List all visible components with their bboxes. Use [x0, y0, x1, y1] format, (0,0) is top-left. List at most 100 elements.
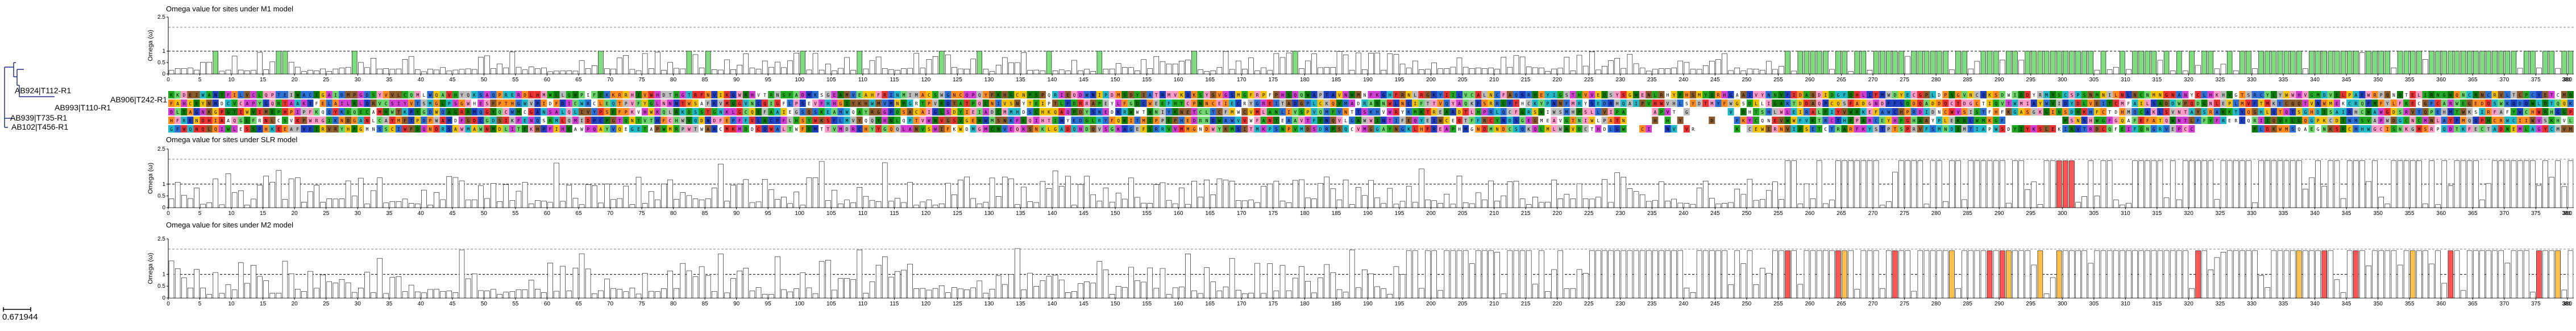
omega-bar: [529, 280, 534, 298]
alignment-cell: [1627, 125, 1633, 133]
omega-bar: [2126, 69, 2131, 74]
omega-bar: [2189, 51, 2195, 74]
omega-bar: [428, 205, 433, 208]
alignment-residue: G: [650, 101, 653, 106]
omega-bar: [2448, 186, 2453, 208]
alignment-residue: E: [2222, 101, 2225, 106]
alignment-residue: A: [176, 101, 179, 106]
alignment-residue: I: [1161, 110, 1164, 115]
alignment-residue: D: [1710, 118, 1713, 123]
alignment-residue: R: [1098, 118, 1101, 123]
alignment-residue: Y: [259, 101, 261, 106]
alignment-residue: Q: [2563, 101, 2566, 106]
alignment-residue: G: [966, 118, 969, 123]
omega-bar: [1293, 51, 1298, 74]
omega-bar: [1905, 161, 1910, 208]
omega-bar: [1217, 67, 1222, 74]
alignment-residue: W: [1887, 93, 1890, 98]
alignment-residue: K: [2329, 127, 2332, 132]
alignment-residue: C: [2184, 127, 2187, 132]
omega-bar: [232, 56, 237, 74]
alignment-residue: Y: [1748, 118, 1751, 123]
alignment-residue: I: [2058, 101, 2060, 106]
alignment-residue: A: [486, 93, 489, 98]
alignment-residue: K: [404, 110, 406, 115]
omega-bar: [1065, 71, 1070, 74]
alignment-residue: N: [2430, 118, 2433, 123]
alignment-residue: N: [1098, 110, 1101, 115]
y-tick-label: 0: [162, 71, 165, 77]
alignment-residue: R: [334, 127, 337, 132]
alignment-residue: M: [1117, 93, 1120, 98]
alignment-residue: D: [365, 93, 368, 98]
alignment-residue: F: [2134, 127, 2137, 132]
alignment-residue: T: [1793, 101, 1796, 106]
omega-bar: [1609, 61, 1614, 74]
alignment-residue: E: [284, 93, 286, 98]
alignment-cell: [1658, 117, 1664, 124]
alignment-residue: K: [302, 101, 305, 106]
omega-bar: [1331, 189, 1336, 208]
alignment-residue: V: [934, 101, 937, 106]
alignment-residue: M: [492, 127, 495, 132]
omega-bar: [1754, 69, 1759, 74]
alignment-residue: P: [542, 127, 545, 132]
alignment-residue: F: [2203, 118, 2206, 123]
alignment-residue: S: [1900, 127, 1903, 132]
alignment-residue: S: [1521, 93, 1524, 98]
omega-bar: [2404, 51, 2409, 74]
omega-bar: [2461, 51, 2466, 74]
omega-bar: [1855, 51, 1860, 74]
omega-bar: [768, 67, 774, 74]
alignment-residue: E: [1641, 93, 1644, 98]
alignment-residue: C: [2417, 118, 2420, 123]
x-tick-label: 20: [292, 77, 298, 83]
alignment-residue: L: [1818, 110, 1821, 115]
alignment-residue: V: [1667, 101, 1669, 106]
alignment-residue: R: [1578, 101, 1581, 106]
alignment-residue: T: [2108, 110, 2111, 115]
alignment-residue: S: [1584, 110, 1587, 115]
alignment-residue: A: [1382, 127, 1385, 132]
alignment-residue: S: [2153, 101, 2155, 106]
alignment-residue: F: [2114, 127, 2117, 132]
x-tick-label: 145: [1079, 77, 1088, 83]
alignment-residue: H: [883, 118, 886, 123]
alignment-cell: [1715, 117, 1721, 124]
alignment-residue: V: [1780, 93, 1783, 98]
alignment-residue: E: [2140, 118, 2143, 123]
alignment-residue: T: [1982, 110, 1985, 115]
alignment-residue: C: [593, 101, 596, 106]
omega-bar: [1652, 200, 1657, 208]
x-tick-label: 265: [1837, 77, 1846, 83]
alignment-residue: L: [669, 110, 672, 115]
alignment-residue: A: [921, 93, 924, 98]
alignment-residue: S: [1692, 93, 1694, 98]
alignment-residue: F: [720, 118, 722, 123]
alignment-residue: I: [783, 110, 786, 115]
alignment-residue: Q: [1029, 118, 1032, 123]
omega-bar: [1558, 198, 1563, 208]
omega-bar: [895, 198, 900, 208]
alignment-residue: R: [315, 118, 318, 123]
alignment-residue: T: [966, 101, 969, 106]
omega-bar: [1842, 51, 1847, 74]
alignment-residue: F: [593, 93, 596, 98]
alignment-residue: K: [1786, 101, 1789, 106]
alignment-residue: D: [2336, 118, 2338, 123]
omega-bar: [1211, 71, 1216, 74]
alignment-residue: D: [1193, 118, 1196, 123]
alignment-residue: R: [1262, 101, 1265, 106]
omega-bar: [1747, 69, 1752, 74]
alignment-residue: R: [1610, 101, 1613, 106]
alignment-residue: G: [2297, 118, 2300, 123]
alignment-residue: D: [1805, 101, 1808, 106]
alignment-residue: N: [2089, 93, 2092, 98]
omega-bar: [579, 254, 584, 298]
alignment-residue: P: [1041, 93, 1044, 98]
omega-bar: [1678, 203, 1683, 208]
alignment-residue: K: [208, 110, 211, 115]
omega-bar: [2391, 161, 2396, 208]
omega-bar: [1369, 53, 1374, 74]
alignment-residue: F: [877, 93, 880, 98]
